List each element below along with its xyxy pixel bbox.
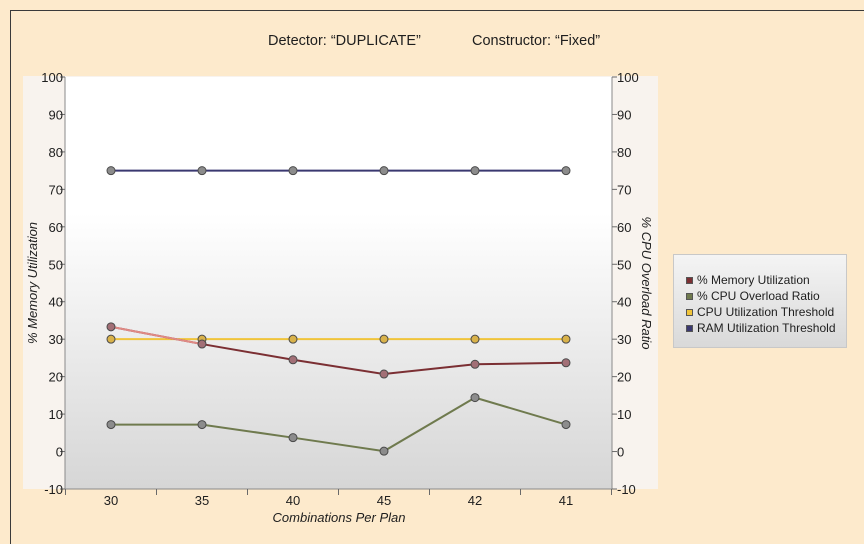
legend-label: % Memory Utilization	[697, 273, 810, 287]
data-point-memory-utilization	[106, 322, 116, 332]
legend-label: % CPU Overload Ratio	[697, 289, 820, 303]
x-tick-label: 42	[468, 493, 482, 508]
data-point-cpu-utilization-threshold	[379, 334, 389, 344]
y-axis-right-title: % CPU Overload Ratio	[639, 217, 654, 350]
x-tick-label: 35	[195, 493, 209, 508]
series-line-highlight-segment	[110, 325, 203, 346]
series-line-cpu-overload-ratio	[111, 396, 567, 453]
legend-swatch	[686, 308, 693, 316]
data-point-cpu-utilization-threshold	[106, 334, 116, 344]
y-tick-label-left: -10	[44, 482, 63, 497]
y-tick-label-left: 40	[49, 295, 63, 310]
y-tick-label-right: 60	[617, 220, 631, 235]
data-point-ram-utilization-threshold	[288, 166, 298, 176]
chart-legend: % Memory Utilization % CPU Overload Rati…	[673, 254, 847, 348]
data-point-cpu-overload-ratio	[379, 446, 389, 456]
y-tick-label-right: 0	[617, 445, 624, 460]
data-point-memory-utilization	[561, 358, 571, 368]
legend-swatch	[686, 292, 693, 300]
y-tick-label-left: 0	[56, 445, 63, 460]
data-point-ram-utilization-threshold	[106, 166, 116, 176]
y-tick-label-left: 70	[49, 182, 63, 197]
chart-title-row: Detector: “DUPLICATE” Constructor: “Fixe…	[0, 33, 864, 53]
y-axis-left-title: % Memory Utilization	[25, 222, 40, 344]
legend-item-cpu-threshold: CPU Utilization Threshold	[686, 304, 846, 320]
data-point-ram-utilization-threshold	[197, 166, 207, 176]
legend-label: RAM Utilization Threshold	[697, 321, 836, 335]
x-tick-label: 30	[104, 493, 118, 508]
x-tick-label: 41	[559, 493, 573, 508]
constructor-title: Constructor: “Fixed”	[472, 33, 601, 49]
data-point-cpu-utilization-threshold	[561, 334, 571, 344]
data-point-memory-utilization	[197, 339, 207, 349]
y-tick-label-right: 40	[617, 295, 631, 310]
data-point-cpu-overload-ratio	[561, 420, 571, 430]
data-point-cpu-overload-ratio	[197, 420, 207, 430]
y-tick-label-right: 80	[617, 145, 631, 160]
legend-swatch	[686, 276, 693, 284]
data-point-cpu-overload-ratio	[288, 433, 298, 443]
data-point-ram-utilization-threshold	[379, 166, 389, 176]
y-tick-label-right: 90	[617, 107, 631, 122]
data-point-ram-utilization-threshold	[561, 166, 571, 176]
plot-area	[65, 77, 612, 489]
y-tick-label-left: 100	[41, 70, 63, 85]
legend-item-memory-utilization: % Memory Utilization	[686, 272, 846, 288]
y-tick-label-left: 80	[49, 145, 63, 160]
data-point-cpu-utilization-threshold	[470, 334, 480, 344]
y-tick-label-right: 70	[617, 182, 631, 197]
y-tick-label-left: 50	[49, 257, 63, 272]
data-point-cpu-utilization-threshold	[288, 334, 298, 344]
chart-frame	[10, 10, 864, 544]
detector-title: Detector: “DUPLICATE”	[268, 33, 421, 49]
x-tick-label: 40	[286, 493, 300, 508]
x-axis-title: Combinations Per Plan	[273, 510, 406, 525]
legend-item-cpu-overload-ratio: % CPU Overload Ratio	[686, 288, 846, 304]
y-tick-label-right: 100	[617, 70, 639, 85]
data-point-ram-utilization-threshold	[470, 166, 480, 176]
y-tick-label-right: 50	[617, 257, 631, 272]
y-tick-label-left: 60	[49, 220, 63, 235]
y-tick-label-left: 30	[49, 332, 63, 347]
data-point-memory-utilization	[288, 355, 298, 365]
x-tick-label: 45	[377, 493, 391, 508]
y-tick-label-right: 10	[617, 407, 631, 422]
y-tick-label-right: 20	[617, 370, 631, 385]
y-tick-label-left: 20	[49, 370, 63, 385]
y-tick-label-left: 10	[49, 407, 63, 422]
data-point-cpu-overload-ratio	[470, 393, 480, 403]
y-tick-label-right: 30	[617, 332, 631, 347]
y-tick-label-right: -10	[617, 482, 636, 497]
legend-label: CPU Utilization Threshold	[697, 305, 835, 319]
y-tick-label-left: 90	[49, 107, 63, 122]
legend-swatch	[686, 324, 693, 332]
legend-item-ram-threshold: RAM Utilization Threshold	[686, 320, 846, 336]
data-point-cpu-overload-ratio	[106, 420, 116, 430]
data-point-memory-utilization	[379, 369, 389, 379]
data-point-memory-utilization	[470, 359, 480, 369]
